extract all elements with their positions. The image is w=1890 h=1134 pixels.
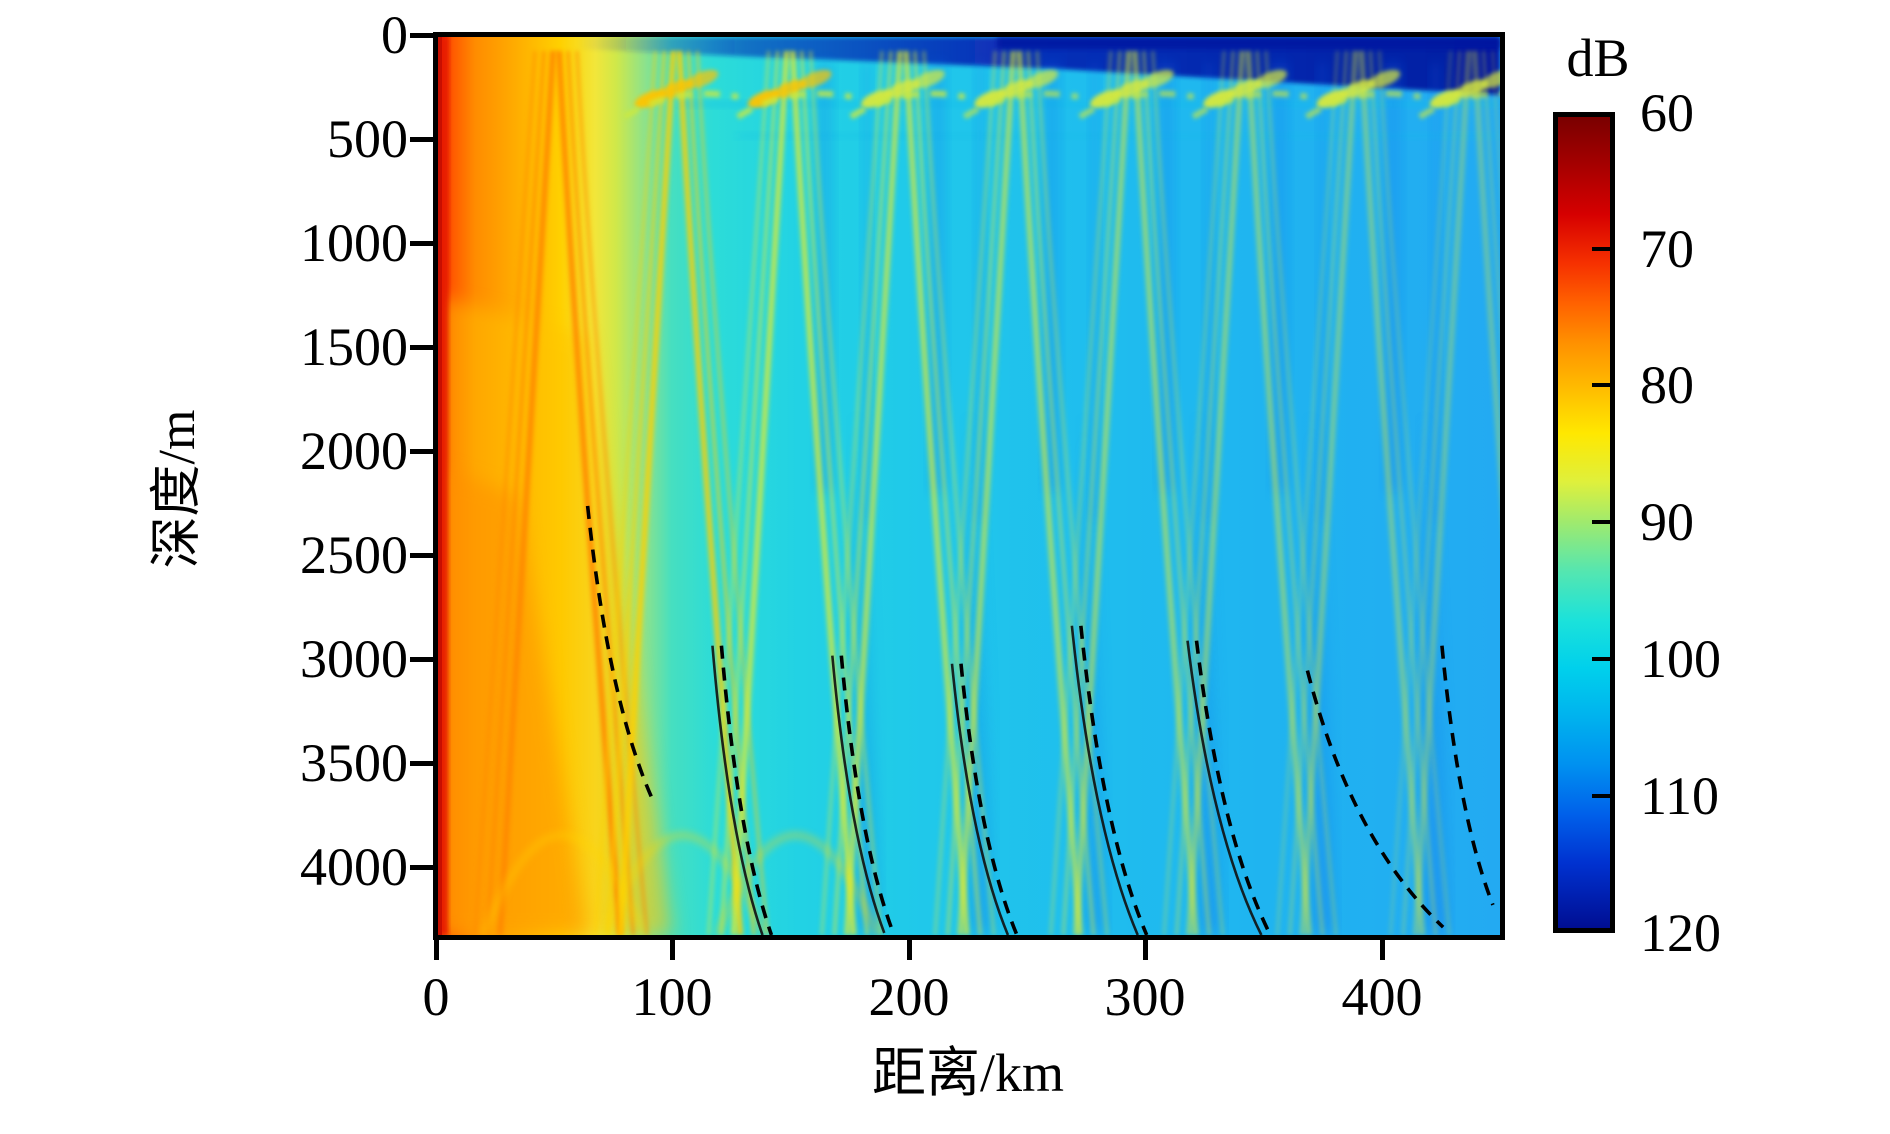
colorbar-tick-label: 80 <box>1640 355 1694 415</box>
y-tick-mark <box>410 137 433 142</box>
heatmap-plot <box>433 32 1505 940</box>
x-tick-label: 300 <box>1104 967 1186 1027</box>
source-column <box>438 37 448 935</box>
y-tick-mark <box>410 553 433 558</box>
y-tick-mark <box>410 33 433 38</box>
x-tick-label: 400 <box>1341 967 1423 1027</box>
subsurface-ripple <box>737 132 1500 139</box>
x-tick-mark <box>1143 938 1148 960</box>
y-tick-label: 2500 <box>300 525 408 585</box>
source-column-core <box>438 37 442 935</box>
y-tick-label: 4000 <box>300 837 408 897</box>
colorbar-tick-mark <box>1592 657 1610 661</box>
x-tick-mark <box>670 938 675 960</box>
x-tick-mark <box>1380 938 1385 960</box>
caustic-dashed-line <box>1194 640 1272 935</box>
y-tick-label: 0 <box>381 5 408 65</box>
caustic-solid-line <box>831 655 886 934</box>
colorbar-tick-label: 60 <box>1640 83 1694 143</box>
y-tick-mark <box>410 241 433 246</box>
y-tick-mark <box>410 345 433 350</box>
x-axis-title: 距离/km <box>871 1043 1064 1103</box>
surface-shadow-strip <box>996 37 1500 49</box>
surface-caustic-dashes <box>622 69 1500 120</box>
caustic-dashed-line <box>585 505 654 799</box>
heatmap-svg <box>438 37 1500 935</box>
y-tick-label: 500 <box>327 109 408 169</box>
y-tick-mark <box>410 657 433 662</box>
caustic-dashed-line <box>839 655 895 934</box>
colorbar-tick-mark <box>1592 383 1610 387</box>
y-tick-label: 2000 <box>300 421 408 481</box>
colorbar-tick-mark <box>1592 247 1610 251</box>
colorbar-title: dB <box>1566 28 1630 88</box>
caustic-solid-line <box>950 663 1010 935</box>
colorbar-tick-label: 100 <box>1640 629 1721 689</box>
colorbar-tick-label: 120 <box>1640 903 1721 963</box>
convergence-zone-caustics <box>473 50 1500 935</box>
y-tick-label: 1000 <box>300 213 408 273</box>
y-tick-label: 3500 <box>300 733 408 793</box>
caustic-annotation-lines <box>585 505 1495 935</box>
caustic-solid-line <box>711 645 764 935</box>
x-tick-label: 200 <box>868 967 950 1027</box>
colorbar <box>1553 112 1615 933</box>
caustic-dashed-line <box>719 645 774 935</box>
colorbar-tick-label: 90 <box>1640 492 1694 552</box>
caustic-dashed-line <box>959 663 1019 935</box>
y-tick-mark <box>410 449 433 454</box>
y-tick-label: 1500 <box>300 317 408 377</box>
x-tick-mark <box>434 938 439 960</box>
y-tick-mark <box>410 761 433 766</box>
caustic-solid-line <box>1070 625 1139 935</box>
colorbar-tick-label: 110 <box>1640 766 1719 826</box>
colorbar-tick-mark <box>1592 794 1610 798</box>
colorbar-tick-label: 70 <box>1640 219 1694 279</box>
caustic-dashed-line <box>1305 670 1445 929</box>
x-tick-label: 100 <box>631 967 713 1027</box>
caustic-solid-line <box>1186 640 1263 935</box>
y-tick-mark <box>410 865 433 870</box>
colorbar-tick-mark <box>1592 520 1610 524</box>
x-tick-label: 0 <box>422 967 450 1027</box>
caustic-dashed-line <box>1079 625 1149 935</box>
x-tick-mark <box>907 938 912 960</box>
y-tick-label: 3000 <box>300 629 408 689</box>
subsurface-ripple <box>677 100 1500 108</box>
